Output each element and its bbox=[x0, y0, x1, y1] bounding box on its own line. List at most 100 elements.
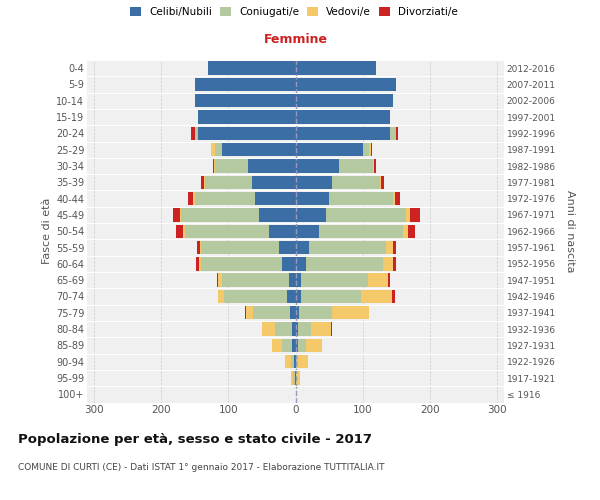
Bar bbox=[217, 274, 218, 287]
Bar bbox=[218, 290, 224, 303]
Bar bbox=[286, 355, 291, 368]
Bar bbox=[383, 257, 393, 270]
Bar bbox=[255, 192, 296, 205]
Bar bbox=[296, 355, 298, 368]
Bar bbox=[298, 355, 308, 368]
Bar bbox=[205, 176, 252, 189]
Bar bbox=[373, 160, 374, 172]
Bar bbox=[289, 274, 296, 287]
Bar bbox=[296, 241, 309, 254]
Bar bbox=[221, 274, 289, 287]
Bar bbox=[296, 94, 393, 108]
Bar bbox=[202, 257, 282, 270]
Bar bbox=[204, 176, 205, 189]
Bar bbox=[294, 355, 296, 368]
Bar bbox=[194, 94, 296, 108]
Bar bbox=[247, 306, 253, 320]
Bar bbox=[332, 306, 370, 320]
Bar bbox=[248, 160, 296, 172]
Bar bbox=[386, 241, 393, 254]
Bar bbox=[393, 241, 397, 254]
Bar bbox=[305, 257, 383, 270]
Bar bbox=[208, 62, 296, 75]
Bar bbox=[181, 208, 259, 222]
Bar bbox=[245, 306, 247, 320]
Bar bbox=[370, 143, 371, 156]
Bar bbox=[388, 274, 391, 287]
Bar bbox=[326, 208, 406, 222]
Bar bbox=[200, 176, 204, 189]
Y-axis label: Fasce di età: Fasce di età bbox=[41, 198, 52, 264]
Bar bbox=[293, 372, 295, 384]
Bar bbox=[196, 257, 199, 270]
Bar bbox=[296, 160, 339, 172]
Bar bbox=[301, 290, 361, 303]
Bar bbox=[311, 322, 331, 336]
Bar bbox=[395, 192, 400, 205]
Bar bbox=[393, 192, 395, 205]
Bar bbox=[191, 126, 194, 140]
Bar bbox=[296, 110, 389, 124]
Bar bbox=[211, 143, 215, 156]
Bar bbox=[319, 224, 403, 238]
Bar bbox=[214, 160, 215, 172]
Bar bbox=[368, 274, 388, 287]
Legend: Celibi/Nubili, Coniugati/e, Vedovi/e, Divorziati/e: Celibi/Nubili, Coniugati/e, Vedovi/e, Di… bbox=[128, 5, 460, 20]
Bar bbox=[374, 160, 376, 172]
Bar bbox=[295, 372, 296, 384]
Bar bbox=[173, 208, 180, 222]
Bar bbox=[301, 274, 368, 287]
Bar bbox=[199, 257, 202, 270]
Bar bbox=[194, 192, 255, 205]
Bar bbox=[381, 176, 384, 189]
Bar bbox=[200, 241, 202, 254]
Bar bbox=[198, 126, 296, 140]
Y-axis label: Anni di nascita: Anni di nascita bbox=[565, 190, 575, 272]
Bar bbox=[253, 306, 290, 320]
Bar bbox=[403, 224, 409, 238]
Bar bbox=[331, 322, 332, 336]
Bar bbox=[393, 257, 397, 270]
Bar bbox=[299, 306, 332, 320]
Bar bbox=[262, 322, 275, 336]
Bar bbox=[180, 208, 181, 222]
Bar bbox=[298, 338, 305, 352]
Bar bbox=[296, 126, 389, 140]
Bar bbox=[252, 176, 296, 189]
Bar bbox=[296, 143, 363, 156]
Bar bbox=[296, 338, 298, 352]
Bar bbox=[224, 290, 287, 303]
Bar bbox=[296, 257, 305, 270]
Bar bbox=[194, 126, 198, 140]
Bar bbox=[176, 224, 183, 238]
Bar bbox=[296, 372, 299, 384]
Bar bbox=[282, 338, 292, 352]
Bar bbox=[292, 322, 296, 336]
Bar bbox=[296, 192, 329, 205]
Bar bbox=[287, 290, 296, 303]
Bar bbox=[259, 208, 296, 222]
Bar bbox=[397, 126, 398, 140]
Bar bbox=[371, 143, 372, 156]
Bar bbox=[409, 224, 415, 238]
Bar bbox=[194, 78, 296, 91]
Bar bbox=[215, 160, 248, 172]
Bar bbox=[309, 241, 386, 254]
Bar bbox=[298, 322, 311, 336]
Bar bbox=[363, 143, 370, 156]
Bar bbox=[292, 372, 293, 384]
Bar bbox=[332, 176, 380, 189]
Bar bbox=[269, 224, 296, 238]
Text: Popolazione per età, sesso e stato civile - 2017: Popolazione per età, sesso e stato civil… bbox=[18, 432, 372, 446]
Bar bbox=[193, 192, 194, 205]
Bar bbox=[213, 160, 214, 172]
Bar bbox=[296, 306, 299, 320]
Bar bbox=[296, 274, 301, 287]
Bar bbox=[215, 143, 221, 156]
Text: Femmine: Femmine bbox=[263, 34, 328, 46]
Bar bbox=[296, 208, 326, 222]
Bar bbox=[197, 241, 200, 254]
Bar bbox=[188, 192, 193, 205]
Bar bbox=[202, 241, 278, 254]
Bar bbox=[272, 338, 282, 352]
